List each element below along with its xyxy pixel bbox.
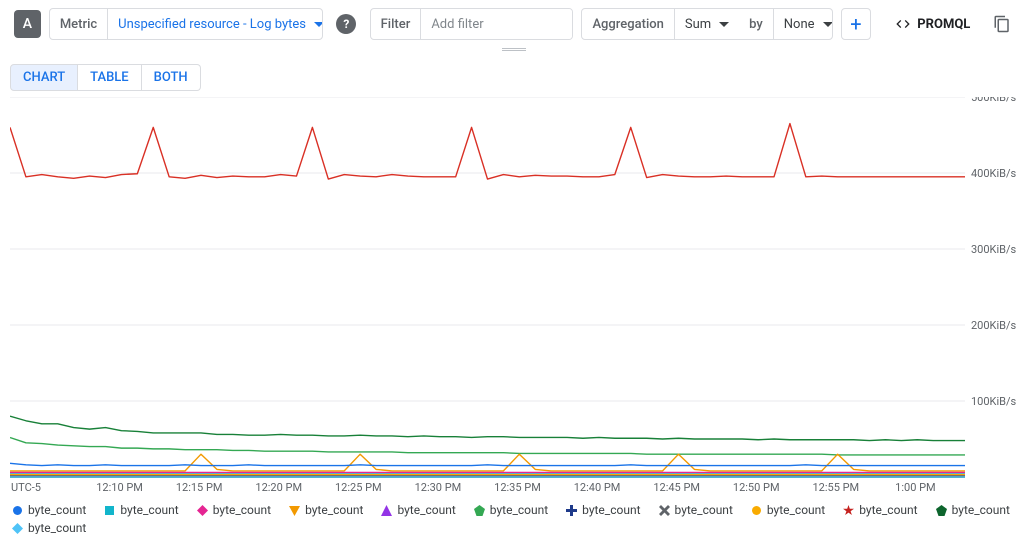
filter-label: Filter (371, 9, 422, 39)
svg-text:12:40 PM: 12:40 PM (574, 481, 621, 494)
legend-label: byte_count (28, 503, 86, 517)
svg-text:12:25 PM: 12:25 PM (335, 481, 382, 494)
legend-item[interactable]: byte_count (12, 503, 86, 517)
tab-table[interactable]: TABLE (78, 64, 142, 91)
legend-marker-icon (566, 505, 577, 516)
chevron-down-icon (823, 22, 833, 27)
aggregation-selector: Aggregation Sum by None (581, 8, 832, 40)
copy-icon (993, 15, 1011, 33)
legend-label: byte_count (213, 503, 271, 517)
legend-item[interactable]: byte_count (381, 503, 455, 517)
legend-label: byte_count (397, 503, 455, 517)
groupby-label: by (739, 9, 774, 39)
legend-label: byte_count (582, 503, 640, 517)
svg-text:UTC-5: UTC-5 (11, 481, 41, 494)
promql-button[interactable]: PROMQL (887, 8, 978, 40)
legend-label: byte_count (859, 503, 917, 517)
svg-text:400KiB/s: 400KiB/s (971, 167, 1017, 180)
svg-text:12:20 PM: 12:20 PM (255, 481, 302, 494)
legend-item[interactable]: byte_count (751, 503, 825, 517)
svg-text:1:00 PM: 1:00 PM (895, 481, 935, 494)
legend-item[interactable]: byte_count (12, 521, 86, 534)
help-icon: ? (336, 14, 356, 34)
legend-item[interactable]: byte_count (936, 503, 1010, 517)
tab-both[interactable]: BOTH (142, 64, 201, 91)
legend-item[interactable]: byte_count (659, 503, 733, 517)
filter-input-group: Filter (370, 8, 574, 40)
code-icon (895, 16, 911, 32)
query-toolbar: A Metric Unspecified resource - Log byte… (0, 0, 1027, 48)
legend-label: byte_count (767, 503, 825, 517)
svg-text:200KiB/s: 200KiB/s (971, 319, 1017, 332)
svg-text:12:55 PM: 12:55 PM (812, 481, 859, 494)
svg-text:500KiB/s: 500KiB/s (971, 97, 1017, 104)
promql-label: PROMQL (917, 17, 970, 32)
legend-label: byte_count (305, 503, 363, 517)
chevron-down-icon (314, 22, 323, 27)
view-tabs: CHART TABLE BOTH (0, 54, 1027, 97)
chart-legend: byte_count byte_count byte_count byte_count… (0, 497, 1027, 534)
legend-marker-icon (659, 505, 670, 516)
metric-label: Metric (50, 9, 108, 39)
legend-label: byte_count (28, 521, 86, 534)
legend-marker-icon (104, 505, 115, 516)
legend-marker-icon (289, 505, 300, 516)
tab-chart[interactable]: CHART (10, 64, 78, 91)
svg-text:12:10 PM: 12:10 PM (96, 481, 143, 494)
add-query-button[interactable]: + (841, 8, 872, 40)
svg-text:100KiB/s: 100KiB/s (971, 395, 1017, 408)
query-id-badge: A (14, 10, 41, 38)
metric-selector[interactable]: Metric Unspecified resource - Log bytes (49, 8, 323, 40)
help-button[interactable]: ? (331, 8, 362, 40)
filter-input[interactable] (421, 9, 573, 39)
svg-text:12:15 PM: 12:15 PM (176, 481, 223, 494)
legend-item[interactable]: byte_count (104, 503, 178, 517)
legend-marker-icon (936, 505, 947, 516)
legend-label: byte_count (675, 503, 733, 517)
plus-icon: + (850, 14, 861, 34)
line-chart: 100KiB/s 200KiB/s 300KiB/s 400KiB/s 500KiB/s… (10, 97, 1017, 497)
legend-label: byte_count (120, 503, 178, 517)
copy-button[interactable] (986, 8, 1017, 40)
legend-marker-icon (12, 505, 23, 516)
metric-value[interactable]: Unspecified resource - Log bytes (108, 9, 323, 39)
legend-label: byte_count (952, 503, 1010, 517)
legend-marker-icon (751, 505, 762, 516)
svg-text:12:45 PM: 12:45 PM (653, 481, 700, 494)
svg-text:12:50 PM: 12:50 PM (733, 481, 780, 494)
aggregation-value[interactable]: Sum (675, 9, 739, 39)
svg-text:12:30 PM: 12:30 PM (415, 481, 462, 494)
legend-item[interactable]: byte_count (474, 503, 548, 517)
legend-marker-icon (12, 523, 23, 534)
groupby-value-text: None (784, 17, 815, 32)
chevron-down-icon (719, 22, 729, 27)
metric-value-text: Unspecified resource - Log bytes (118, 17, 306, 32)
legend-marker-icon (197, 505, 208, 516)
svg-text:300KiB/s: 300KiB/s (971, 243, 1017, 256)
aggregation-label: Aggregation (582, 9, 674, 39)
legend-item[interactable]: byte_count (566, 503, 640, 517)
legend-item[interactable]: byte_count (289, 503, 363, 517)
svg-text:12:35 PM: 12:35 PM (494, 481, 541, 494)
groupby-value[interactable]: None (774, 9, 833, 39)
legend-marker-icon (843, 505, 854, 516)
legend-item[interactable]: byte_count (197, 503, 271, 517)
legend-marker-icon (381, 505, 392, 516)
legend-item[interactable]: byte_count (843, 503, 917, 517)
legend-marker-icon (474, 505, 485, 516)
legend-label: byte_count (490, 503, 548, 517)
aggregation-value-text: Sum (685, 17, 711, 32)
chart-area: 100KiB/s 200KiB/s 300KiB/s 400KiB/s 500KiB/s… (10, 97, 1017, 497)
